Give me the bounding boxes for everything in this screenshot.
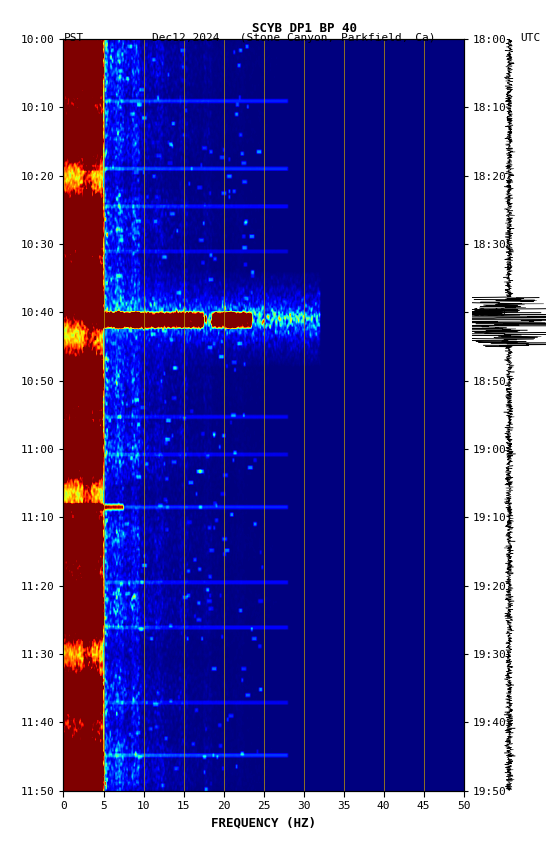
Text: UTC: UTC bbox=[521, 33, 541, 43]
Text: Dec12,2024   (Stone Canyon, Parkfield, Ca): Dec12,2024 (Stone Canyon, Parkfield, Ca) bbox=[152, 33, 436, 43]
Text: PST: PST bbox=[63, 33, 84, 43]
Text: SCYB DP1 BP 40: SCYB DP1 BP 40 bbox=[252, 22, 358, 35]
X-axis label: FREQUENCY (HZ): FREQUENCY (HZ) bbox=[211, 816, 316, 829]
